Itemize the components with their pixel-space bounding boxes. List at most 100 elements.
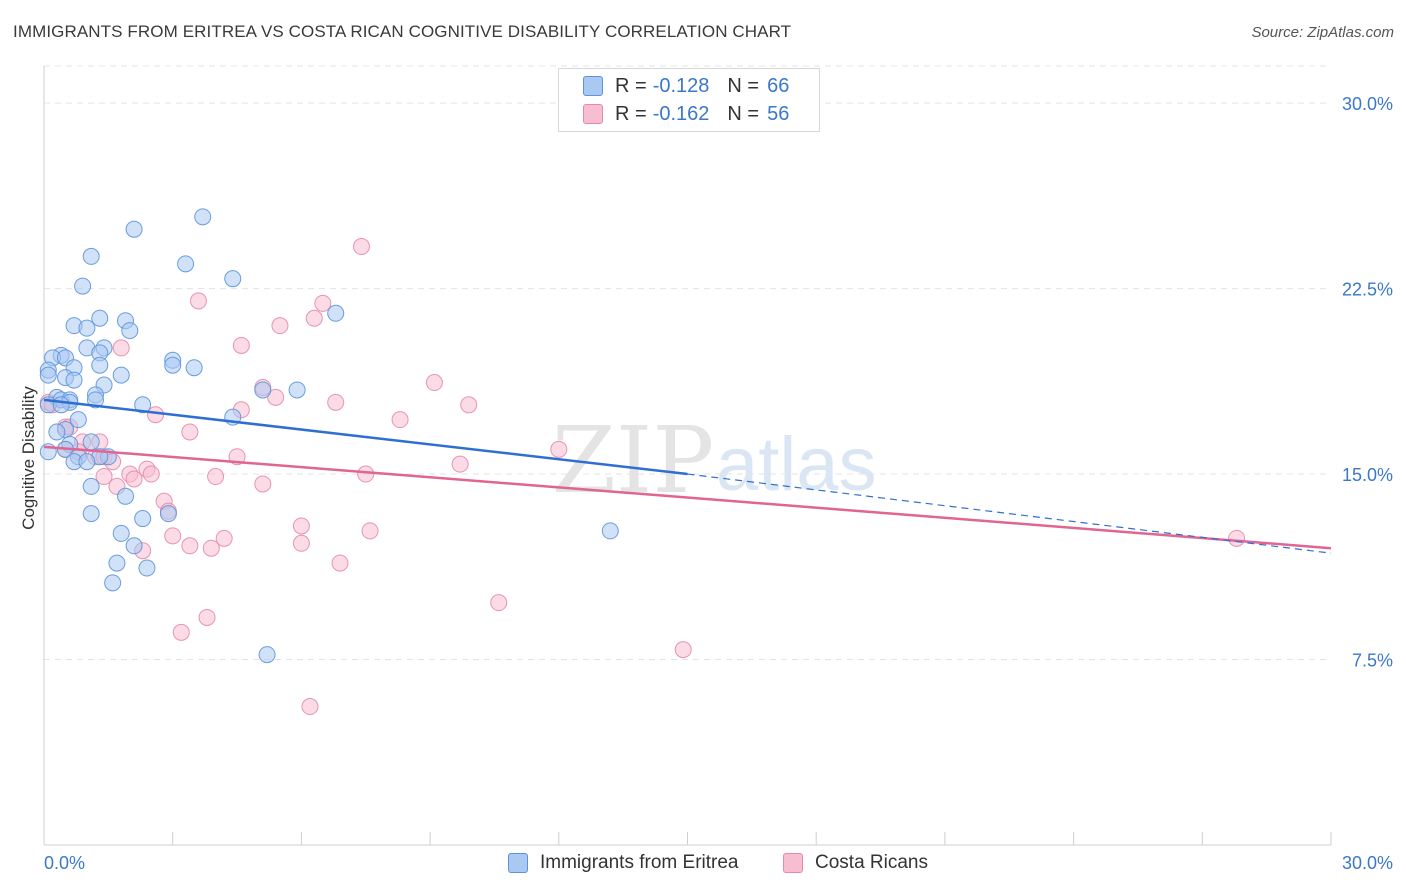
eritrea-point <box>48 423 66 441</box>
eritrea-point <box>159 505 177 523</box>
eritrea-point <box>164 356 182 374</box>
eritrea-point <box>601 522 619 540</box>
series-legend: Immigrants from Eritrea Costa Ricans <box>0 852 1406 878</box>
costa-ricans-point <box>331 554 349 572</box>
y-tick-label: 7.5% <box>1352 651 1393 671</box>
eritrea-points <box>39 208 619 664</box>
costa-ricans-point <box>189 292 207 310</box>
eritrea-point <box>91 309 109 327</box>
costa-ricans-point <box>327 393 345 411</box>
costa-ricans-point <box>1228 529 1246 547</box>
eritrea-point <box>52 396 70 414</box>
eritrea-point <box>254 381 272 399</box>
costa-ricans-point <box>674 641 692 659</box>
costa-ricans-point <box>490 594 508 612</box>
eritrea-point <box>194 208 212 226</box>
eritrea-point <box>112 366 130 384</box>
costa-ricans-point <box>181 423 199 441</box>
legend-row-costa-ricans: R = -0.162 N = 56 <box>583 102 789 126</box>
eritrea-point <box>91 356 109 374</box>
eritrea-trend-line <box>43 398 688 476</box>
costa-ricans-point <box>172 623 190 641</box>
costa-ricans-point <box>181 537 199 555</box>
chart-title: IMMIGRANTS FROM ERITREA VS COSTA RICAN C… <box>13 22 792 41</box>
eritrea-point <box>185 359 203 377</box>
eritrea-point <box>288 381 306 399</box>
costa-ricans-point <box>352 238 370 256</box>
eritrea-point <box>78 453 96 471</box>
costa-ricans-point <box>232 336 250 354</box>
r-label: R = <box>615 102 647 125</box>
eritrea-point <box>258 646 276 664</box>
eritrea-point <box>125 220 143 238</box>
eritrea-point <box>224 270 242 288</box>
costa-ricans-point <box>451 455 469 473</box>
eritrea-point <box>82 477 100 495</box>
costa-ricans-point <box>460 396 478 414</box>
costa-ricans-trend-line <box>43 445 1332 550</box>
eritrea-point <box>82 505 100 523</box>
costa-ricans-point <box>301 698 319 716</box>
y-tick-label: 30.0% <box>1342 94 1393 114</box>
costa-ricans-point <box>164 527 182 545</box>
costa-ricans-point <box>95 468 113 486</box>
eritrea-legend-swatch <box>508 853 528 873</box>
eritrea-point <box>121 322 139 340</box>
r-value: -0.128 <box>652 74 710 97</box>
x-tick-label-min: 0.0% <box>44 853 85 873</box>
y-tick-labels: 7.5% 15.0% 22.5% 30.0% <box>1342 94 1393 670</box>
costa-ricans-point <box>292 534 310 552</box>
legend-label-eritrea: Immigrants from Eritrea <box>540 852 739 873</box>
legend-item-costa-ricans[interactable]: Costa Ricans <box>783 852 928 874</box>
y-tick-label: 15.0% <box>1342 465 1393 485</box>
eritrea-point <box>134 510 152 528</box>
costa-ricans-point <box>271 317 289 335</box>
stats-legend: R = -0.128 N = 66 R = -0.162 N = 56 <box>558 68 820 132</box>
legend-row-eritrea: R = -0.128 N = 66 <box>583 74 789 98</box>
eritrea-point <box>104 574 122 592</box>
legend-item-eritrea[interactable]: Immigrants from Eritrea <box>508 852 738 874</box>
costa-ricans-point <box>267 388 285 406</box>
eritrea-point <box>117 487 135 505</box>
y-tick-label: 22.5% <box>1342 280 1393 300</box>
costa-ricans-swatch <box>583 104 603 124</box>
eritrea-point <box>39 366 57 384</box>
costa-ricans-point <box>292 517 310 535</box>
watermark: ZIP atlas <box>552 407 877 514</box>
watermark-atlas: atlas <box>716 422 877 507</box>
costa-ricans-point <box>550 440 568 458</box>
eritrea-point <box>138 559 156 577</box>
costa-ricans-point <box>314 294 332 312</box>
eritrea-point <box>82 247 100 265</box>
eritrea-point <box>82 433 100 451</box>
eritrea-point <box>65 371 83 389</box>
costa-ricans-point <box>202 539 220 557</box>
eritrea-point <box>108 554 126 572</box>
y-axis-label: Cognitive Disability <box>19 386 38 530</box>
gridlines <box>44 65 1331 661</box>
costa-ricans-point <box>305 309 323 327</box>
x-tick-label-max: 30.0% <box>1342 853 1393 873</box>
costa-ricans-point <box>198 608 216 626</box>
costa-ricans-point <box>254 475 272 493</box>
costa-ricans-legend-swatch <box>783 853 803 873</box>
eritrea-point <box>177 255 195 273</box>
costa-ricans-point <box>125 470 143 488</box>
n-label: N = <box>727 102 760 125</box>
x-ticks <box>43 832 1332 845</box>
eritrea-point <box>69 411 87 429</box>
trend-lines <box>43 398 1332 554</box>
costa-ricans-point <box>112 339 130 357</box>
r-label: R = <box>615 74 647 97</box>
costa-ricans-point <box>142 465 160 483</box>
eritrea-point <box>78 319 96 337</box>
eritrea-swatch <box>583 76 603 96</box>
eritrea-point <box>74 277 92 295</box>
source-label: Source: ZipAtlas.com <box>1251 24 1394 41</box>
costa-ricans-point <box>391 411 409 429</box>
eritrea-point <box>86 391 104 409</box>
eritrea-point <box>112 524 130 542</box>
r-value: -0.162 <box>652 102 710 125</box>
costa-ricans-point <box>215 529 233 547</box>
